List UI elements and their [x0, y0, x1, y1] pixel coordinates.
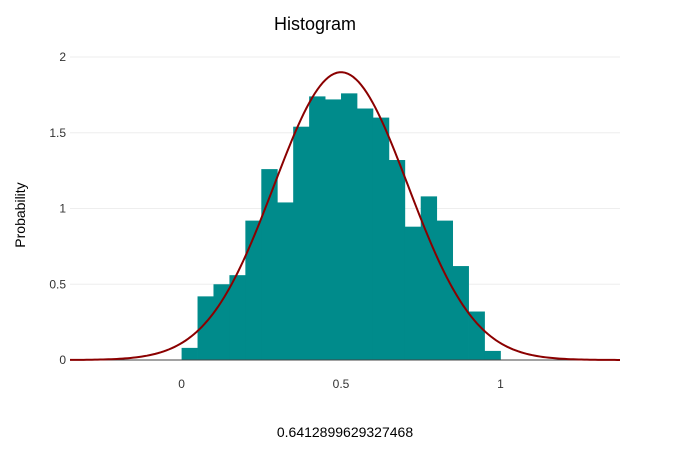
x-axis-label: 0.6412899629327468	[277, 424, 413, 440]
y-tick-label: 0	[59, 353, 66, 367]
histogram-bar	[356, 108, 374, 360]
histogram-bar	[341, 93, 358, 361]
histogram-bar	[261, 169, 278, 360]
histogram-bar	[277, 202, 294, 360]
histogram-bar	[388, 160, 406, 360]
histogram-bar	[452, 266, 469, 360]
histogram-bar	[197, 296, 214, 360]
x-tick-label: 1	[497, 377, 504, 391]
x-tick-label: 0.5	[333, 377, 350, 391]
normal-curve-line	[69, 71, 621, 361]
histogram-bars	[181, 93, 501, 361]
y-tick-label: 0.5	[49, 277, 66, 291]
histogram-bar	[404, 226, 422, 360]
histogram-bar	[309, 96, 326, 360]
histogram-bar	[420, 196, 438, 360]
histogram-bar	[372, 117, 390, 360]
y-tick-label: 2	[59, 50, 66, 64]
histogram-bar	[468, 311, 485, 360]
y-axis-ticks: 0 0.5 1 1.5 2	[49, 50, 66, 367]
chart-title: Histogram	[274, 14, 356, 34]
histogram-bar	[181, 347, 198, 360]
histogram-bar	[245, 220, 262, 360]
y-axis-label: Probability	[12, 182, 28, 247]
histogram-bar	[229, 275, 246, 360]
histogram-bar	[436, 220, 454, 360]
x-tick-label: 0	[178, 377, 185, 391]
y-tick-label: 1.5	[49, 126, 66, 140]
histogram-bar	[213, 284, 230, 360]
histogram-bar	[293, 126, 310, 360]
histogram-bar	[484, 350, 501, 360]
y-tick-label: 1	[59, 202, 66, 216]
x-axis-ticks: 0 0.5 1	[178, 377, 504, 391]
histogram-bar	[325, 99, 342, 361]
